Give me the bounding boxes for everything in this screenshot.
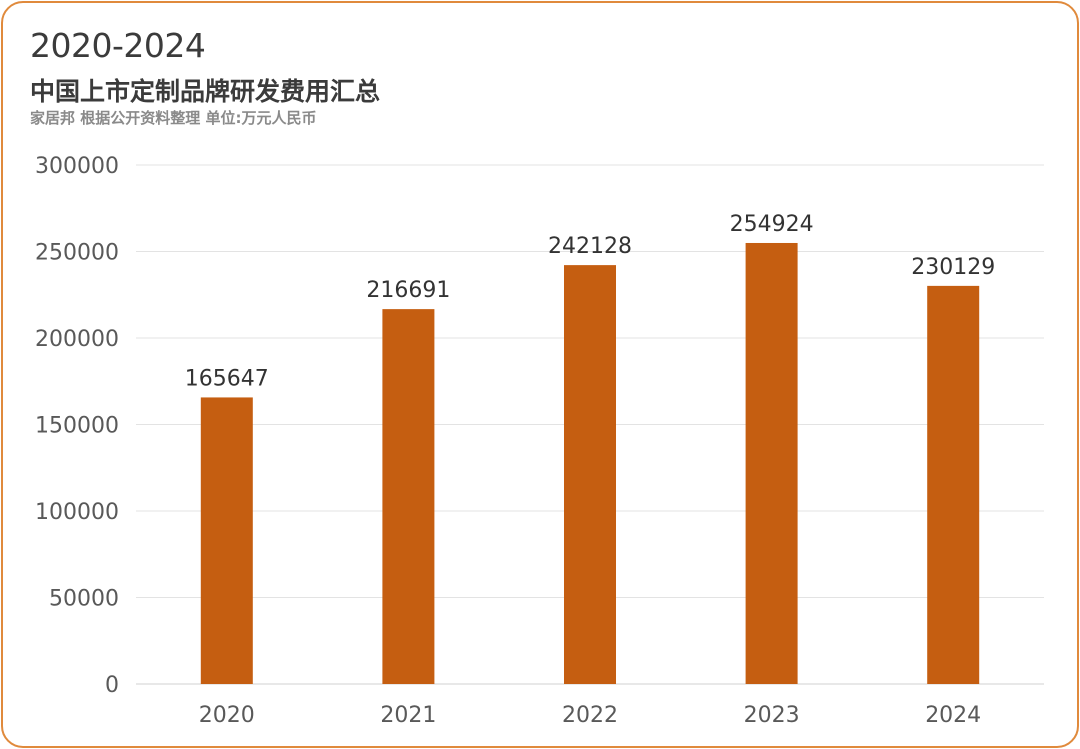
x-tick-label: 2023	[744, 703, 800, 728]
x-tick-label: 2021	[380, 703, 436, 728]
x-tick-label: 2024	[925, 703, 981, 728]
chart-source-note: 家居邦 根据公开资料整理 单位:万元人民币	[30, 109, 317, 127]
data-label: 242128	[548, 234, 632, 259]
y-tick-label: 300000	[35, 154, 119, 179]
data-label: 165647	[185, 366, 269, 391]
bar	[200, 397, 253, 684]
data-label: 230129	[911, 255, 995, 280]
bar	[382, 309, 435, 684]
y-tick-label: 50000	[49, 587, 119, 612]
bar	[745, 242, 798, 684]
y-tick-label: 200000	[35, 327, 119, 352]
y-tick-label: 250000	[35, 241, 119, 266]
bar	[927, 285, 980, 684]
x-tick-label: 2020	[199, 703, 255, 728]
chart-title: 2020-2024	[30, 26, 206, 65]
data-label: 254924	[730, 212, 814, 237]
data-label: 216691	[366, 278, 450, 303]
y-tick-label: 150000	[35, 414, 119, 439]
y-tick-label: 100000	[35, 500, 119, 525]
bar	[564, 265, 616, 684]
y-tick-label: 0	[105, 673, 119, 698]
x-tick-label: 2022	[562, 703, 618, 728]
chart-subtitle: 中国上市定制品牌研发费用汇总	[30, 77, 381, 106]
